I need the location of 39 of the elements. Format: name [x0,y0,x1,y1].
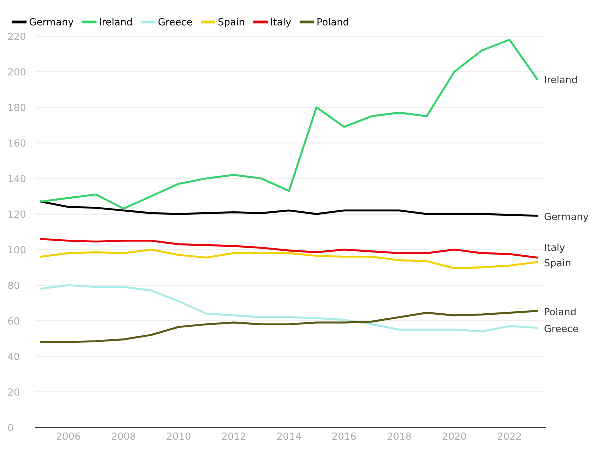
y-tick-label: 120 [8,210,26,218]
legend-label: Ireland [100,18,132,26]
legend-label: Poland [318,18,348,26]
legend-label: Spain [218,18,244,28]
text: Poland [545,308,576,316]
text: Germany [544,213,589,222]
text: Greece [544,325,578,332]
x-tick-label: 2006 [57,432,80,440]
y-tick-label: 220 [8,32,26,40]
x-tick-label: 2022 [498,432,522,440]
line-series [40,238,538,259]
y-tick-label: 80 [8,282,20,290]
y-tick-label: 100 [8,246,26,254]
x-tick-label: 2014 [278,432,302,440]
x-tick-label: 2020 [442,432,466,440]
x-tick-label: 2010 [167,432,191,440]
y-tick-label: 20 [8,388,20,396]
line-series [40,310,538,344]
text: Spain [544,259,571,269]
x-tick-label: 2018 [388,432,412,440]
line-series [40,284,538,333]
y-tick-label: 200 [8,68,26,76]
x-tick-label: 2016 [332,432,356,440]
text: Italy [545,244,566,254]
line-series [40,200,538,218]
legend-label: Germany [30,18,74,28]
y-tick-label: 40 [8,353,20,360]
legend-label: Greece [158,18,192,26]
text: Ireland [545,76,577,84]
line-series [40,248,538,270]
x-tick-label: 2008 [112,432,136,440]
y-tick-label: 140 [8,175,26,183]
y-tick-label: 0 [8,424,14,432]
y-tick-label: 60 [8,317,20,325]
y-tick-label: 180 [8,104,26,112]
legend-label: Italy [271,18,292,28]
y-tick-label: 160 [8,140,26,147]
line-series [40,38,538,210]
x-tick-label: 2012 [222,432,246,440]
